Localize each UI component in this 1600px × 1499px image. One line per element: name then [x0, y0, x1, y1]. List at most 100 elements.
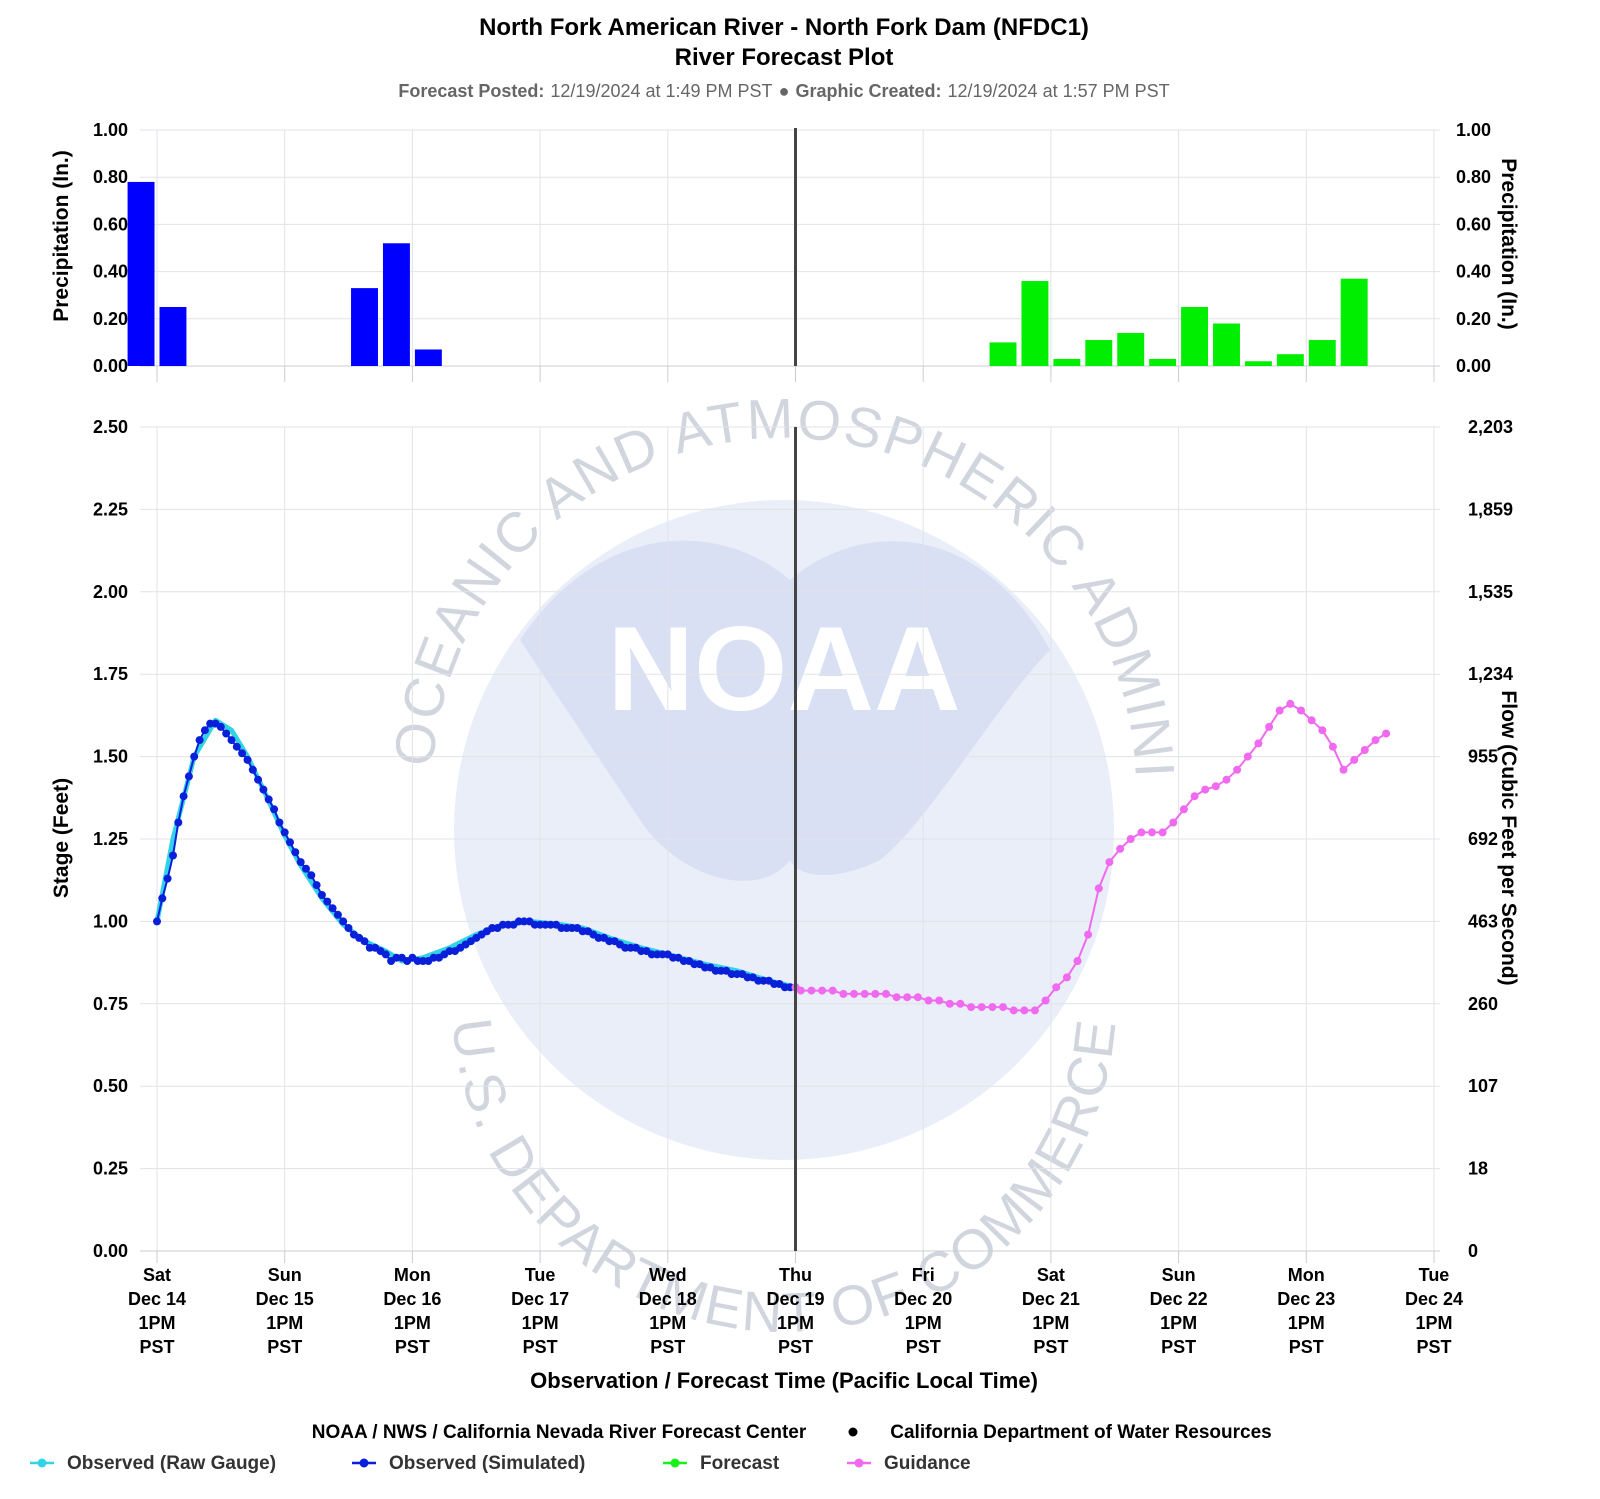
series-point-observed-simulated	[275, 818, 284, 827]
series-point-guidance	[1105, 858, 1114, 867]
stage-xtick-line: Dec 17	[511, 1289, 569, 1309]
precip-ytick-label-right: 0.60	[1456, 214, 1491, 234]
stage-ytick-label-left: 0.50	[93, 1076, 128, 1096]
precip-ylabel-right: Precipitation (In.)	[1497, 158, 1520, 330]
series-point-guidance	[1126, 835, 1135, 843]
stage-xtick-line: Mon	[1288, 1265, 1325, 1285]
flow-ytick-label-right: 0	[1468, 1241, 1478, 1261]
precip-bar-forecast	[1053, 358, 1081, 366]
watermark-bird	[520, 540, 1050, 881]
stage-xtick-line: Tue	[525, 1265, 556, 1285]
series-point-guidance	[1020, 1006, 1029, 1015]
watermark-logo-text: NOAA	[607, 602, 960, 736]
precip-ytick-label-right: 0.40	[1456, 262, 1491, 282]
precip-ytick-label-left: 0.40	[93, 262, 128, 282]
stage-xtick-line: Sat	[1037, 1265, 1065, 1285]
stage-xtick-line: 1PM	[905, 1313, 942, 1333]
posted-line: Forecast Posted: 12/19/2024 at 1:49 PM PS…	[398, 81, 1169, 101]
chart-title: North Fork American River - North Fork D…	[479, 14, 1089, 41]
stage-xtick-line: Sun	[1162, 1265, 1196, 1285]
precip-bar-forecast	[1085, 340, 1113, 366]
series-point-guidance	[1382, 729, 1391, 738]
series-point-observed-simulated	[216, 722, 225, 731]
stage-xtick-line: PST	[1161, 1337, 1196, 1357]
series-point-observed-simulated	[333, 910, 342, 919]
series-point-guidance	[807, 986, 816, 995]
series-point-observed-simulated	[381, 950, 390, 959]
series-point-guidance	[924, 996, 933, 1005]
series-point-observed-simulated	[307, 871, 316, 880]
series-point-observed-simulated	[259, 785, 268, 794]
series-point-guidance	[1233, 765, 1242, 774]
stage-xticks: Sat Dec 14 1PM PST Sun Dec 15 1PM PST Mon Dec 16 1…	[128, 1265, 1463, 1357]
stage-ytick-label-left: 1.75	[93, 664, 128, 684]
precip-yticks-right: 0.00 0.20 0.40 0.60 0.80 1.00	[1456, 120, 1491, 376]
precip-ytick-label-left: 0.20	[93, 309, 128, 329]
series-point-guidance	[1179, 805, 1188, 814]
stage-xtick-label: Sat Dec 21 1PM PST	[1022, 1265, 1080, 1357]
series-point-guidance	[1041, 996, 1050, 1005]
stage-xtick-line: PST	[778, 1337, 813, 1357]
series-point-guidance	[1275, 706, 1284, 715]
precip-bar-observed	[382, 243, 410, 366]
precip-bar-forecast	[1117, 332, 1145, 366]
series-point-guidance	[1030, 1006, 1039, 1015]
series-point-guidance	[892, 993, 901, 1002]
series-point-observed-simulated	[328, 904, 337, 913]
stage-xtick-line: Dec 19	[766, 1289, 824, 1309]
stage-xtick-line: 1PM	[649, 1313, 686, 1333]
stage-xtick-label: Mon Dec 23 1PM PST	[1277, 1265, 1335, 1357]
precip-ylabel-left: Precipitation (In.)	[50, 150, 73, 322]
flow-ytick-label-right: 18	[1468, 1159, 1488, 1179]
stage-ytick-label-left: 1.50	[93, 747, 128, 767]
series-point-observed-simulated	[169, 851, 177, 860]
precip-bar-observed	[414, 349, 442, 366]
series-point-guidance	[1350, 755, 1359, 764]
stage-xtick-line: 1PM	[1288, 1313, 1325, 1333]
stage-series	[153, 699, 1391, 1015]
stage-ytick-label-left: 2.25	[93, 499, 128, 519]
stage-xtick-label: Sun Dec 15 1PM PST	[256, 1265, 314, 1357]
series-point-guidance	[1286, 699, 1295, 708]
legend-label-raw: Observed (Raw Gauge)	[67, 1453, 276, 1474]
series-point-guidance	[882, 989, 890, 998]
flow-ytick-label-right: 692	[1468, 829, 1498, 849]
series-point-guidance	[871, 989, 880, 998]
series-point-guidance	[1339, 765, 1348, 774]
stage-xtick-line: PST	[395, 1337, 430, 1357]
series-point-guidance	[1265, 722, 1274, 731]
series-point-observed-simulated	[317, 891, 326, 899]
flow-ytick-label-right: 1,535	[1468, 582, 1513, 602]
series-point-guidance	[818, 986, 827, 995]
stage-xtick-label: Mon Dec 16 1PM PST	[383, 1265, 441, 1357]
stage-xtick-line: 1PM	[394, 1313, 431, 1333]
stage-xtick-line: PST	[523, 1337, 558, 1357]
stage-xtick-line: 1PM	[138, 1313, 175, 1333]
precip-ytick-label-left: 0.60	[93, 214, 128, 234]
flow-ytick-label-right: 1,234	[1468, 664, 1513, 684]
stage-xtick-line: Dec 14	[128, 1289, 186, 1309]
posted-separator: ●	[779, 81, 790, 101]
series-point-guidance	[1201, 785, 1210, 794]
series-point-guidance	[988, 1003, 997, 1012]
series-point-guidance	[903, 993, 912, 1002]
series-point-observed-simulated	[339, 917, 348, 926]
series-point-guidance	[967, 1003, 976, 1012]
stage-xtick-label: Thu Dec 19 1PM PST	[766, 1265, 824, 1357]
credit-dwr: California Department of Water Resources	[890, 1422, 1272, 1443]
credit-separator-dot	[848, 1427, 858, 1437]
flow-ytick-label-right: 2,203	[1468, 417, 1513, 437]
stage-xtick-line: Fri	[912, 1265, 935, 1285]
series-point-guidance	[828, 986, 837, 995]
series-point-observed-simulated	[222, 729, 231, 738]
posted-value: 12/19/2024 at 1:49 PM PST	[550, 81, 772, 101]
precip-panel: 0.00 0.20 0.40 0.60 0.80 1.00 0.00 0.20 0.40 0.6…	[50, 120, 1520, 382]
series-point-observed-simulated	[163, 874, 172, 883]
credit-nws: NOAA / NWS / California Nevada River For…	[312, 1422, 807, 1443]
precip-yticks-left: 0.00 0.20 0.40 0.60 0.80 1.00	[93, 120, 128, 376]
series-point-guidance	[1052, 983, 1061, 992]
series-point-observed-simulated	[227, 736, 236, 745]
stage-xtick-line: Sat	[143, 1265, 171, 1285]
